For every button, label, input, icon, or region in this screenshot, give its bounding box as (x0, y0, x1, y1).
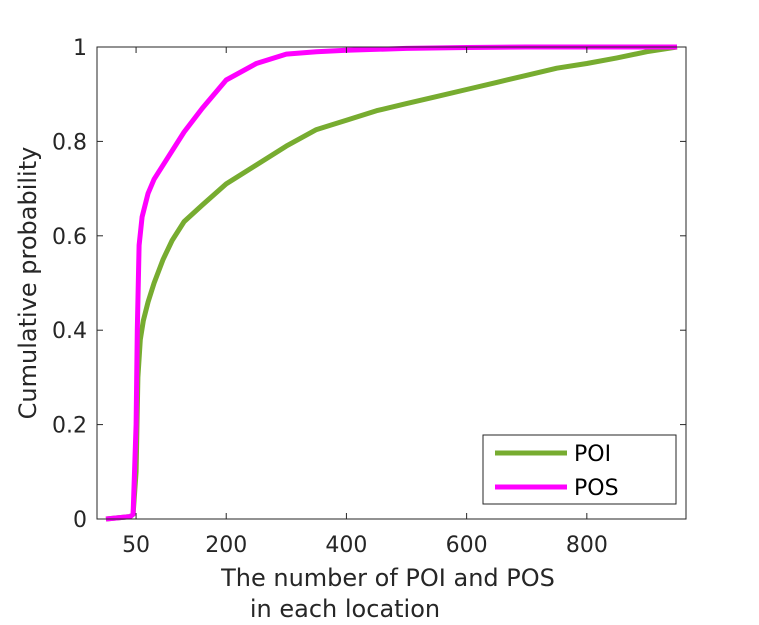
y-tick-label: 1 (73, 36, 87, 61)
legend-label-pos: POS (574, 476, 619, 501)
y-tick-label: 0.2 (52, 414, 87, 439)
legend-label-poi: POI (574, 442, 611, 467)
legend: POI POS (482, 434, 677, 505)
y-tick-label: 0.6 (52, 225, 87, 250)
y-axis-title: Cumulative probability (14, 147, 42, 420)
x-tick-label: 800 (566, 533, 608, 558)
series-line-pos (105, 44, 677, 522)
x-tick-label: 600 (446, 533, 488, 558)
x-tick-label: 400 (325, 533, 367, 558)
x-tick-label: 200 (205, 533, 247, 558)
y-tick-label: 0 (73, 508, 87, 533)
y-tick-label: 0.4 (52, 319, 87, 344)
legend-box (482, 434, 677, 505)
ticks-layer: 50 200 400 600 800 0 0.2 0.4 0.6 0.8 1 (52, 36, 686, 558)
x-tick-label: 50 (122, 533, 150, 558)
y-tick-label: 0.8 (52, 130, 87, 155)
x-axis-title-line1: The number of POI and POS (220, 564, 555, 592)
plot-frame (96, 46, 687, 520)
x-axis-title-line2: in each location (250, 595, 440, 623)
series-layer (105, 44, 678, 522)
